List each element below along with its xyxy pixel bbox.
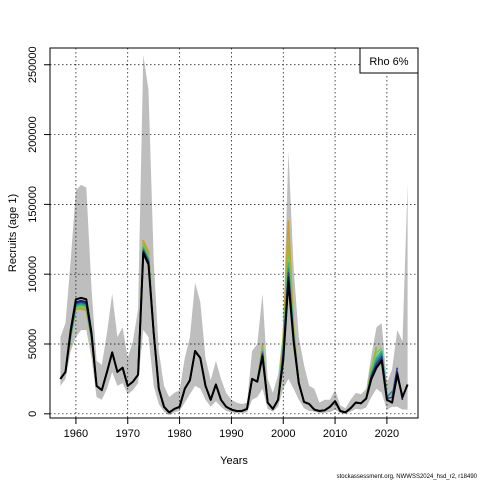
x-tick-label: 2010 (323, 428, 347, 440)
plot-frame (49, 47, 419, 419)
legend-text: Rho 6% (369, 56, 408, 68)
y-tick-label: 50000 (27, 329, 39, 360)
y-tick-label: 250000 (27, 46, 39, 83)
x-tick-label: 2000 (271, 428, 295, 440)
x-axis: 1960 1970 1980 1990 2000 2010 2020 (64, 418, 399, 440)
x-tick-label: 2020 (375, 428, 399, 440)
y-tick-label: 100000 (27, 256, 39, 293)
confidence-band-layer (60, 55, 408, 416)
legend: Rho 6% (359, 47, 419, 74)
x-tick-label: 1990 (219, 428, 243, 440)
legend-box (359, 47, 419, 74)
x-axis-title: Years (220, 455, 248, 467)
series-layer (59, 220, 409, 414)
y-tick-label: 0 (27, 411, 39, 417)
y-tick-label: 150000 (27, 186, 39, 223)
series-line-0 (59, 252, 409, 414)
x-tick-label: 1960 (64, 428, 88, 440)
x-tick-label: 1980 (167, 428, 191, 440)
footnote: stockassessment.org, NWWSS2024_hsd_r2, r… (337, 474, 478, 480)
y-axis: 0 50000 100000 150000 200000 250000 (27, 46, 50, 417)
confidence-band (60, 55, 408, 416)
x-tick-label: 1970 (116, 428, 140, 440)
y-axis-title: Recruits (age 1) (7, 194, 19, 272)
y-tick-label: 200000 (27, 116, 39, 153)
